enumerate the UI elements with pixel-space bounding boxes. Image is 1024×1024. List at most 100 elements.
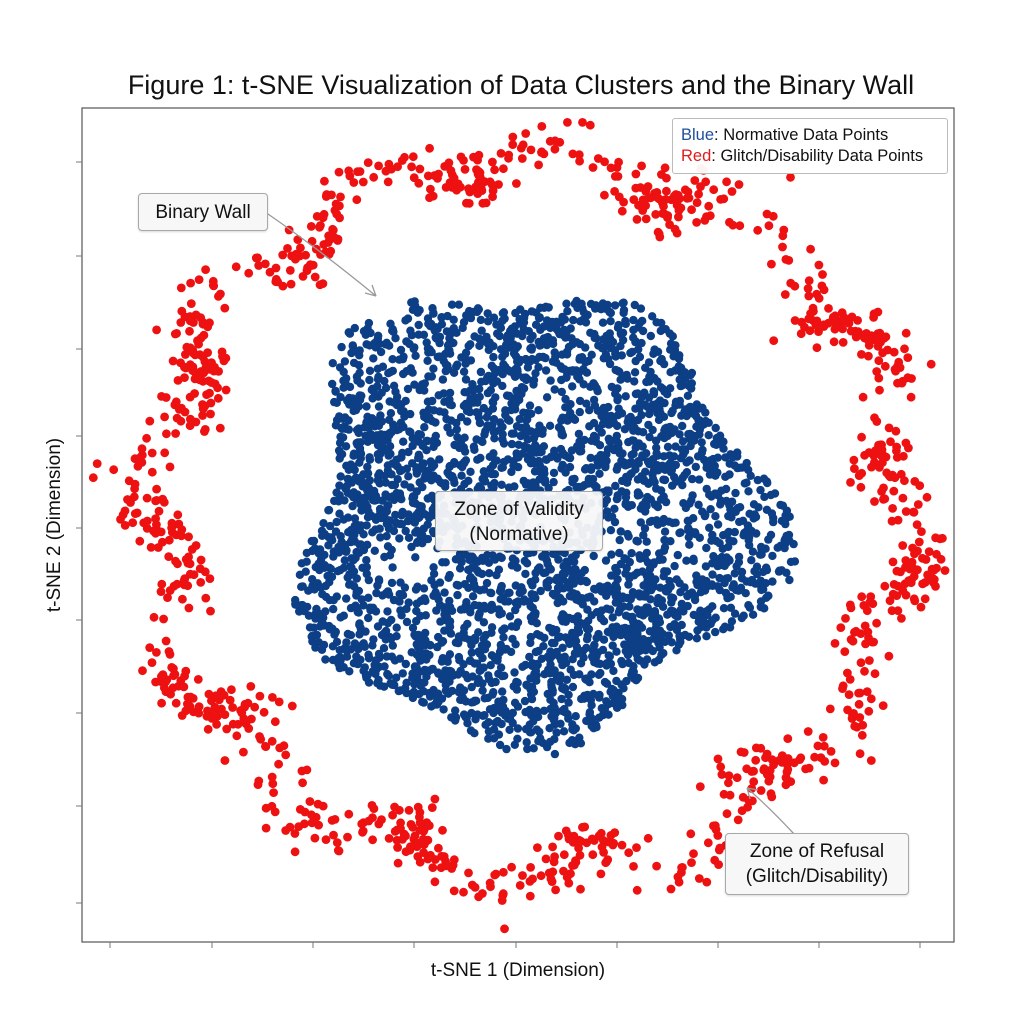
normative-point (549, 715, 558, 724)
normative-point (468, 592, 478, 601)
normative-point (396, 453, 406, 462)
normative-point (464, 476, 473, 485)
normative-point (694, 617, 703, 626)
glitch-point (684, 193, 694, 203)
normative-point (446, 629, 456, 638)
glitch-point (803, 727, 813, 736)
annotation-zone-of-refusal: Zone of Refusal (Glitch/Disability) (725, 833, 909, 895)
normative-point (742, 478, 751, 487)
glitch-point (149, 612, 159, 622)
normative-point (388, 325, 397, 334)
normative-point (591, 304, 600, 313)
normative-point (507, 324, 516, 333)
normative-point (427, 576, 436, 585)
normative-point (631, 404, 640, 413)
normative-point (499, 308, 509, 317)
glitch-point (161, 636, 171, 646)
normative-point (644, 420, 653, 430)
normative-point (639, 581, 648, 590)
normative-point (556, 318, 566, 327)
normative-point (711, 512, 720, 521)
glitch-point (537, 147, 547, 157)
glitch-point (207, 378, 216, 387)
normative-point (645, 433, 654, 442)
glitch-point (537, 122, 547, 131)
glitch-point (185, 326, 194, 336)
glitch-point (901, 507, 911, 516)
normative-point (642, 537, 651, 546)
normative-point (721, 484, 731, 494)
normative-point (414, 508, 423, 517)
normative-point (373, 334, 382, 343)
normative-point (401, 659, 410, 669)
normative-point (630, 643, 640, 652)
normative-point (515, 414, 524, 424)
x-axis-label: t-SNE 1 (Dimension) (430, 960, 606, 981)
normative-point (702, 576, 711, 586)
normative-point (542, 393, 552, 402)
plot-frame (81, 107, 955, 943)
glitch-point (430, 877, 440, 887)
normative-point (582, 674, 591, 683)
normative-point (314, 549, 323, 558)
glitch-point (179, 682, 189, 692)
glitch-point (239, 747, 248, 757)
normative-point (660, 637, 670, 647)
normative-point (674, 640, 684, 649)
normative-point (364, 575, 373, 585)
normative-point (628, 588, 638, 597)
glitch-point (549, 857, 559, 867)
normative-point (364, 318, 374, 328)
normative-point (435, 338, 444, 348)
normative-point (682, 556, 691, 565)
normative-point (549, 468, 559, 478)
normative-point (321, 581, 330, 591)
normative-point (489, 364, 499, 373)
glitch-point (910, 477, 920, 486)
normative-point (371, 669, 380, 679)
normative-point (449, 315, 458, 324)
normative-point (687, 496, 696, 505)
normative-point (473, 398, 482, 407)
normative-point (586, 453, 595, 463)
glitch-point (779, 225, 789, 235)
normative-point (604, 420, 613, 429)
glitch-point (826, 747, 836, 756)
glitch-point (830, 318, 840, 328)
normative-point (309, 623, 319, 632)
normative-point (392, 488, 401, 498)
normative-point (358, 563, 367, 572)
normative-point (599, 635, 609, 644)
normative-point (760, 604, 769, 613)
glitch-point (201, 265, 211, 274)
glitch-point (805, 326, 815, 336)
normative-point (481, 376, 490, 386)
glitch-point (445, 180, 455, 190)
normative-point (402, 337, 411, 346)
glitch-point (306, 222, 316, 231)
glitch-point (844, 690, 854, 699)
normative-point (785, 512, 794, 521)
glitch-point (499, 164, 508, 174)
glitch-point (428, 191, 438, 201)
normative-point (731, 585, 741, 595)
normative-point (646, 571, 655, 581)
glitch-point (870, 497, 879, 506)
glitch-point (255, 732, 264, 741)
normative-point (411, 499, 420, 508)
normative-point (452, 425, 461, 434)
normative-point (365, 366, 375, 375)
normative-point (356, 438, 365, 447)
normative-point (415, 478, 424, 487)
glitch-point (149, 526, 158, 536)
glitch-point (419, 848, 428, 857)
glitch-point (593, 154, 603, 163)
normative-point (498, 687, 507, 696)
glitch-point (670, 224, 680, 234)
normative-point (374, 576, 384, 586)
normative-point (412, 616, 421, 626)
normative-point (387, 480, 397, 490)
glitch-point (181, 350, 190, 359)
glitch-point (283, 244, 292, 253)
